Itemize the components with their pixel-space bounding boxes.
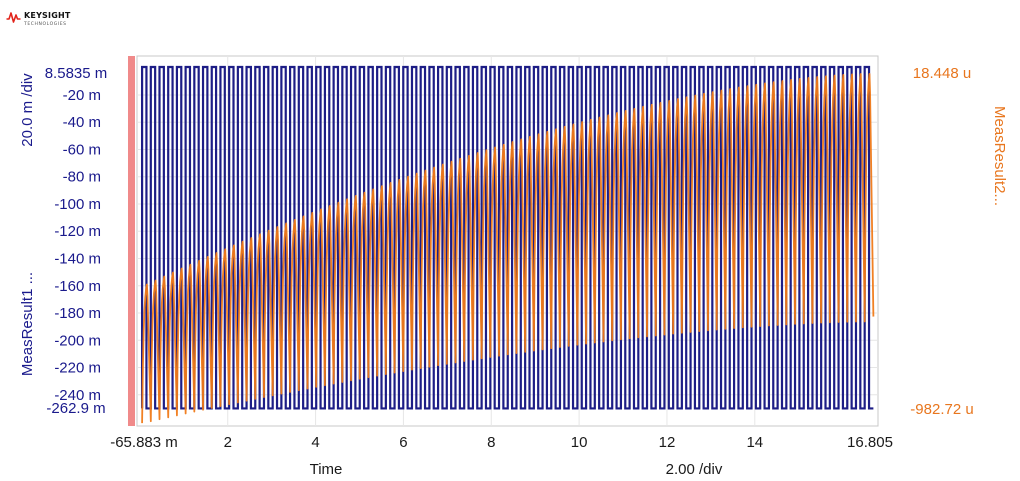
x-tick-label: 10 <box>571 434 588 451</box>
x-tick-label: 6 <box>399 434 407 451</box>
y-left-tick-label: -160 m <box>54 278 101 295</box>
y-left-tick-label: -180 m <box>54 305 101 322</box>
y-left-bottom-label: -262.9 m <box>46 400 105 417</box>
y-left-tick-label: -240 m <box>54 387 101 404</box>
x-tick-label: 14 <box>746 434 763 451</box>
keysight-logo: KEYSIGHT TECHNOLOGIES <box>6 6 71 28</box>
y-left-axis-title: MeasResult1 ... <box>19 272 36 376</box>
y-right-bottom-label: -982.72 u <box>910 401 973 418</box>
x-scale-label: 2.00 /div <box>666 461 723 478</box>
y-right-top-label: 18.448 u <box>913 65 971 82</box>
keysight-wave-icon <box>6 11 21 23</box>
y-left-tick-label: -20 m <box>63 87 101 104</box>
y-left-tick-label: -120 m <box>54 223 101 240</box>
x-tick-label: 8 <box>487 434 495 451</box>
y-left-tick-label: -140 m <box>54 251 101 268</box>
logo-sub-text: TECHNOLOGIES <box>24 22 67 27</box>
y-left-scale-label: 20.0 m /div <box>19 73 36 147</box>
logo-brand-text: KEYSIGHT <box>24 11 71 20</box>
series-measresult2 <box>141 73 875 424</box>
left-marker-bar <box>128 56 135 426</box>
y-left-tick-label: -220 m <box>54 360 101 377</box>
y-left-tick-label: -60 m <box>63 141 101 158</box>
y-left-top-label: 8.5835 m <box>45 65 108 82</box>
x-tick-label: 12 <box>659 434 676 451</box>
x-axis-title: Time <box>310 461 343 478</box>
y-left-tick-label: -80 m <box>63 169 101 186</box>
y-left-tick-label: -100 m <box>54 196 101 213</box>
series-measresult1 <box>140 65 874 410</box>
y-right-axis-title: MeasResult2... <box>991 106 1008 206</box>
x-right-label: 16.805 <box>847 434 893 451</box>
x-left-label: -65.883 m <box>110 434 178 451</box>
y-left-tick-label: -200 m <box>54 332 101 349</box>
y-left-tick-label: -40 m <box>63 114 101 131</box>
x-tick-label: 2 <box>224 434 232 451</box>
x-tick-label: 4 <box>311 434 319 451</box>
